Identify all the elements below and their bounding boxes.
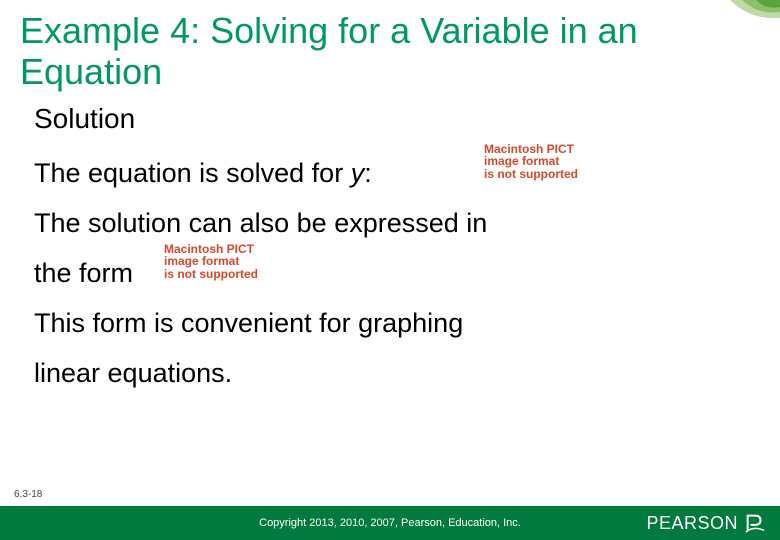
slide-content: Solution The equation is solved for y: M… bbox=[0, 93, 780, 399]
slide: Example 4: Solving for a Variable in an … bbox=[0, 0, 780, 540]
line-5: linear equations. bbox=[34, 349, 746, 399]
footer-bar: Copyright 2013, 2010, 2007, Pearson, Edu… bbox=[0, 506, 780, 540]
line-4: This form is convenient for graphing bbox=[34, 299, 746, 349]
pict2-l3: is not supported bbox=[164, 267, 258, 281]
line-1: The equation is solved for y: Macintosh … bbox=[34, 149, 746, 199]
brand: PEARSON bbox=[646, 506, 766, 540]
slide-title: Example 4: Solving for a Variable in an … bbox=[0, 0, 780, 93]
corner-decoration bbox=[710, 0, 780, 60]
line-3: the form Macintosh PICT image format is … bbox=[34, 249, 746, 299]
line-2: The solution can also be expressed in bbox=[34, 199, 746, 249]
line-1-pre: The equation is solved for bbox=[34, 158, 351, 188]
pict-l3: is not supported bbox=[484, 167, 578, 181]
line-3-text: the form bbox=[34, 258, 133, 288]
pict-placeholder-2: Macintosh PICT image format is not suppo… bbox=[164, 243, 304, 281]
brand-text: PEARSON bbox=[646, 513, 738, 534]
pearson-logo-icon bbox=[744, 512, 766, 534]
solution-heading: Solution bbox=[34, 103, 746, 135]
line-1-post: : bbox=[364, 158, 372, 188]
pict-placeholder-1: Macintosh PICT image format is not suppo… bbox=[484, 143, 624, 181]
line-1-var: y bbox=[351, 158, 365, 188]
slide-number: 6.3-18 bbox=[14, 489, 42, 500]
